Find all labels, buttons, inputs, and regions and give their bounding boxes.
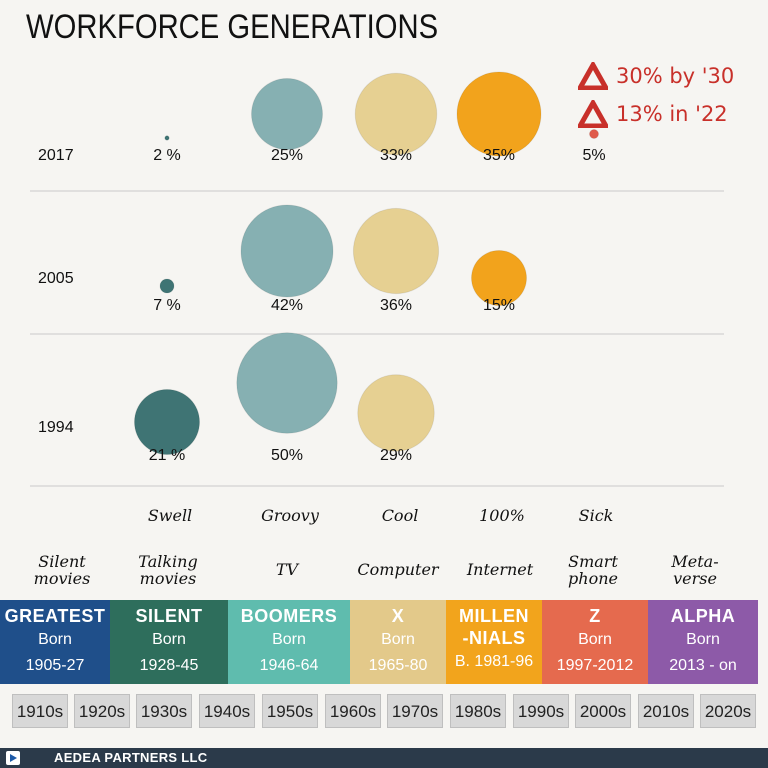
- bubble-value-label: 33%: [380, 147, 412, 164]
- decade-label: 1970s: [387, 694, 443, 728]
- generation-born-label: Born: [381, 631, 415, 648]
- generation-millennials: MILLEN-NIALS B. 1981-96: [446, 600, 542, 684]
- bubble-2005-silent: [159, 278, 175, 294]
- generation-years: 1905-27: [25, 657, 85, 674]
- generation-alpha: ALPHA Born 2013 - on: [648, 600, 758, 684]
- bubble-chart: 2017 2 % 25% 33% 35% 5% 2005 7 % 42% 36% 15% 1994 21…: [30, 71, 724, 487]
- bubble-value-label: 35%: [483, 147, 515, 164]
- decade-label: 1960s: [325, 694, 381, 728]
- bubble-value-label: 7 %: [153, 297, 181, 314]
- media-silent-movies: Silent movies: [33, 552, 91, 588]
- row-year-label: 1994: [38, 419, 74, 436]
- media-talking-movies: Talking movies: [138, 552, 198, 588]
- slang-sick: Sick: [578, 506, 614, 525]
- generation-silent: SILENT Born 1928-45: [110, 600, 228, 684]
- note-1: 30% by '30: [578, 62, 734, 90]
- bubble-1994-x: [357, 374, 435, 452]
- bubble-value-label: 42%: [271, 297, 303, 314]
- bubble-value-label: 15%: [483, 297, 515, 314]
- bubble-2017-millennials: [456, 71, 542, 157]
- generation-years: B. 1981-96: [454, 653, 534, 670]
- generation-born-label: Born: [578, 631, 612, 648]
- media-computer: Computer: [357, 560, 439, 579]
- bubble-2017-boomers: [251, 78, 323, 150]
- generation-born-label: Born: [152, 631, 186, 648]
- bubble-2017-z: [589, 129, 599, 139]
- generation-greatest: GREATEST Born 1905-27: [0, 600, 110, 684]
- generation-born-label: Born: [686, 631, 720, 648]
- media-tv: TV: [275, 560, 299, 579]
- generation-name: MILLEN-NIALS: [459, 606, 529, 648]
- bubble-value-label: 50%: [271, 447, 303, 464]
- warning-triangle-icon: [578, 100, 608, 128]
- generation-z: Z Born 1997-2012: [542, 600, 648, 684]
- play-logo-icon: [6, 751, 20, 765]
- generation-years: 1928-45: [139, 657, 199, 674]
- row-year-label: 2005: [38, 270, 74, 287]
- page-title: WORKFORCE GENERATIONS: [26, 8, 439, 46]
- generation-years: 1946-64: [259, 657, 319, 674]
- generation-name: ALPHA: [670, 606, 736, 626]
- slang-100: 100%: [479, 506, 525, 525]
- generation-born-label: Born: [38, 631, 72, 648]
- media-metaverse: Meta-verse: [671, 552, 719, 588]
- bubble-value-label: 2 %: [153, 147, 181, 164]
- media-smart-phone: Smart phone: [568, 552, 618, 588]
- decade-label: 1980s: [450, 694, 506, 728]
- decade-label: 1930s: [136, 694, 192, 728]
- media-internet: Internet: [466, 560, 534, 579]
- generation-name: SILENT: [135, 606, 203, 626]
- footer-company: AEDEA PARTNERS LLC: [54, 750, 208, 765]
- generation-years: 1965-80: [368, 657, 428, 674]
- decade-label: 2010s: [638, 694, 694, 728]
- bubble-1994-silent: [133, 388, 201, 456]
- generation-name: Z: [589, 606, 601, 626]
- decade-label: 1950s: [262, 694, 318, 728]
- decade-label: 2000s: [575, 694, 631, 728]
- bubble-2005-x: [352, 207, 440, 295]
- generation-years: 2013 - on: [669, 657, 737, 674]
- decade-label: 2020s: [700, 694, 756, 728]
- generation-years: 1997-2012: [556, 657, 634, 674]
- slang-cool: Cool: [381, 506, 419, 525]
- bubble-2017-x: [354, 72, 438, 156]
- decade-label: 1910s: [12, 694, 68, 728]
- slang-swell: Swell: [147, 506, 193, 525]
- generation-name: GREATEST: [4, 606, 106, 626]
- generation-name: BOOMERS: [240, 606, 338, 626]
- bubble-value-label: 5%: [582, 147, 605, 164]
- bubble-2017-silent: [164, 135, 170, 141]
- decade-label: 1990s: [513, 694, 569, 728]
- generation-x: X Born 1965-80: [350, 600, 446, 684]
- note-2: 13% in '22: [578, 100, 728, 128]
- bubble-value-label: 25%: [271, 147, 303, 164]
- slang-groovy: Groovy: [261, 506, 319, 525]
- bubble-2005-millennials: [471, 250, 527, 306]
- row-year-label: 2017: [38, 147, 74, 164]
- note-1-text: 30% by '30: [616, 64, 735, 88]
- bubble-1994-boomers: [236, 332, 338, 434]
- bubble-value-label: 21 %: [149, 447, 185, 464]
- decade-label: 1920s: [74, 694, 130, 728]
- footer: AEDEA PARTNERS LLC: [0, 748, 768, 768]
- generation-born-label: Born: [272, 631, 306, 648]
- bubble-2005-boomers: [240, 204, 334, 298]
- bubble-value-label: 29%: [380, 447, 412, 464]
- bubble-value-label: 36%: [380, 297, 412, 314]
- generation-boomers: BOOMERS Born 1946-64: [228, 600, 350, 684]
- generation-name: X: [391, 606, 405, 626]
- decade-label: 1940s: [199, 694, 255, 728]
- warning-triangle-icon: [578, 62, 608, 90]
- note-2-text: 13% in '22: [616, 102, 728, 126]
